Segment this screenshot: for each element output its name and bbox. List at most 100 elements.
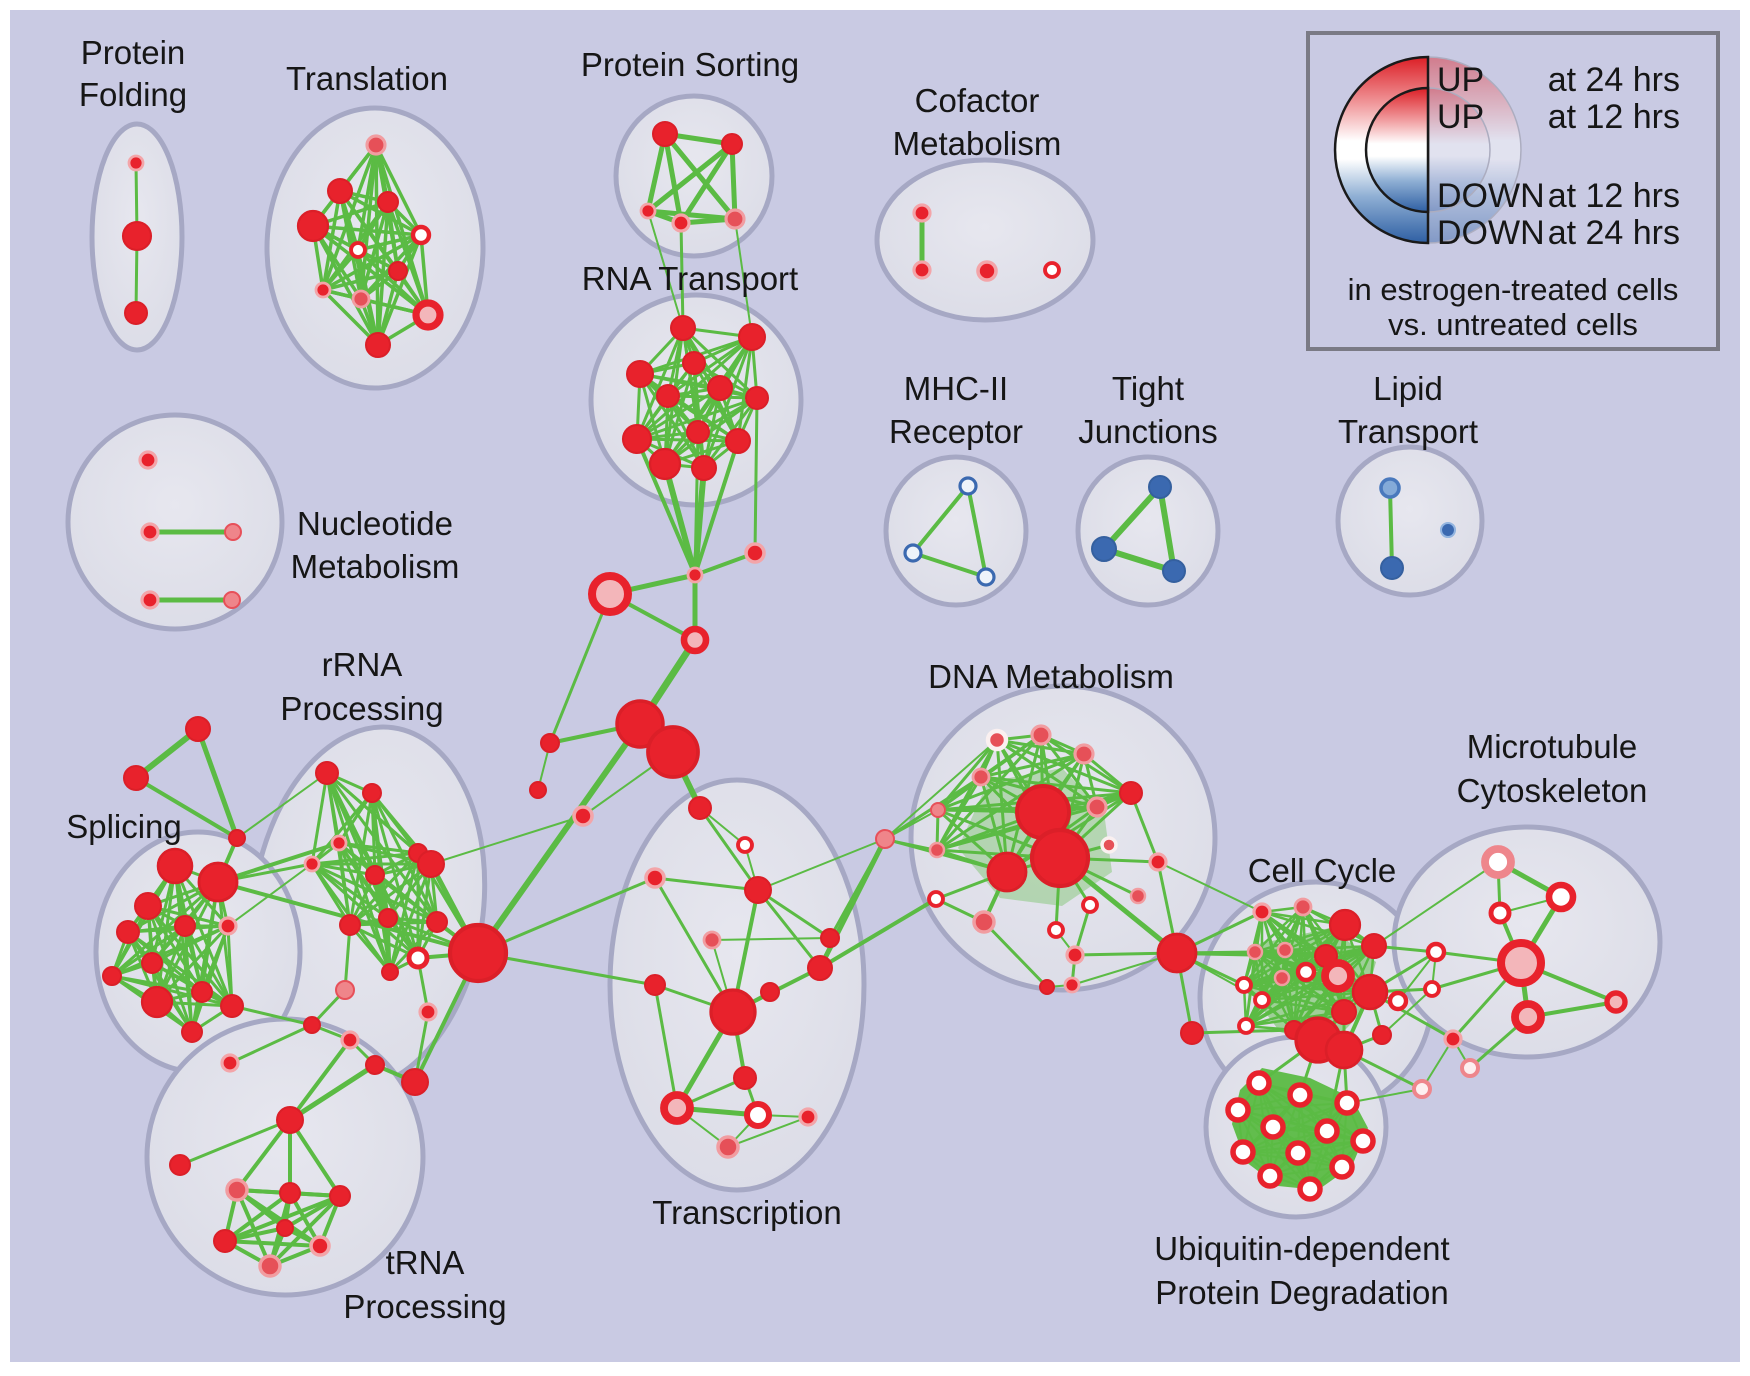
gene-node-tr14[interactable]	[716, 1135, 740, 1159]
gene-node-dn11[interactable]	[986, 851, 1028, 893]
gene-node-tr11[interactable]	[660, 1091, 694, 1125]
gene-node-ub9[interactable]	[1285, 1140, 1311, 1166]
gene-node-px1[interactable]	[1412, 1079, 1432, 1099]
gene-node-ub8[interactable]	[1230, 1139, 1256, 1165]
gene-node-tn7[interactable]	[276, 1219, 294, 1237]
gene-node-tn2[interactable]	[279, 1182, 301, 1204]
gene-node-rr11[interactable]	[406, 946, 430, 970]
gene-node-ttop[interactable]	[185, 716, 211, 742]
gene-node-tj3[interactable]	[1162, 559, 1186, 583]
gene-node-mt2[interactable]	[1545, 881, 1577, 913]
gene-node-tl7[interactable]	[388, 261, 408, 281]
gene-node-lt2[interactable]	[1380, 556, 1404, 580]
gene-node-ub5[interactable]	[1260, 1114, 1286, 1140]
gene-node-mt1[interactable]	[1481, 845, 1515, 879]
gene-node-nm4[interactable]	[140, 590, 160, 610]
gene-node-m3[interactable]	[529, 781, 547, 799]
gene-node-pf2[interactable]	[121, 220, 153, 252]
gene-node-hub1[interactable]	[615, 699, 665, 749]
gene-node-sp3[interactable]	[134, 892, 162, 920]
gene-node-ps3[interactable]	[639, 202, 657, 220]
gene-node-dn7[interactable]	[1119, 781, 1143, 805]
gene-node-mh3[interactable]	[976, 567, 996, 587]
gene-node-sp1[interactable]	[156, 847, 194, 885]
gene-node-ps1[interactable]	[652, 121, 678, 147]
gene-node-dn14[interactable]	[1129, 887, 1147, 905]
gene-node-rr16[interactable]	[340, 1030, 360, 1050]
gene-node-ub7[interactable]	[1350, 1128, 1376, 1154]
gene-node-rr15[interactable]	[303, 1016, 321, 1034]
gene-node-ccL[interactable]	[1156, 932, 1198, 974]
gene-node-tl8[interactable]	[314, 281, 332, 299]
gene-node-tl9[interactable]	[351, 289, 371, 309]
gene-node-dn6[interactable]	[1086, 796, 1108, 818]
gene-node-dn19[interactable]	[1065, 945, 1085, 965]
gene-node-ub12[interactable]	[1297, 1176, 1323, 1202]
gene-node-rr8[interactable]	[339, 914, 361, 936]
gene-node-m2[interactable]	[572, 805, 594, 827]
gene-node-ps5[interactable]	[724, 208, 746, 230]
gene-node-tl10[interactable]	[412, 299, 444, 331]
gene-node-j1[interactable]	[686, 566, 704, 584]
gene-node-cch2[interactable]	[1324, 1030, 1364, 1070]
gene-node-tr12[interactable]	[743, 1100, 773, 1130]
gene-node-rt11[interactable]	[648, 447, 682, 481]
gene-node-dn15[interactable]	[927, 890, 945, 908]
gene-node-mt8[interactable]	[1604, 990, 1628, 1014]
gene-node-cf3[interactable]	[976, 260, 998, 282]
gene-node-tr8[interactable]	[760, 982, 780, 1002]
gene-node-ub4[interactable]	[1225, 1097, 1251, 1123]
gene-node-pf3[interactable]	[124, 301, 148, 325]
gene-node-ub3[interactable]	[1334, 1090, 1360, 1116]
gene-node-dn17[interactable]	[1081, 896, 1099, 914]
gene-node-mt3[interactable]	[1488, 901, 1512, 925]
gene-node-mh2[interactable]	[903, 543, 923, 563]
gene-node-tr7[interactable]	[644, 974, 666, 996]
gene-node-cc7[interactable]	[1246, 943, 1264, 961]
gene-node-nm1[interactable]	[138, 450, 158, 470]
gene-node-dn3[interactable]	[1073, 743, 1095, 765]
gene-node-cc11[interactable]	[1321, 959, 1355, 993]
gene-node-ccs[interactable]	[1180, 1021, 1204, 1045]
gene-node-tl3[interactable]	[377, 191, 399, 213]
gene-node-tn1[interactable]	[225, 1178, 249, 1202]
gene-node-dn21[interactable]	[1039, 979, 1055, 995]
gene-node-tj2[interactable]	[1091, 536, 1117, 562]
gene-node-rr10[interactable]	[426, 911, 448, 933]
gene-node-rr18[interactable]	[401, 1068, 429, 1096]
gene-node-mt7[interactable]	[1511, 1000, 1545, 1034]
gene-node-tl1[interactable]	[365, 134, 387, 156]
gene-node-sp5[interactable]	[174, 915, 196, 937]
gene-node-rt3[interactable]	[626, 360, 654, 388]
gene-node-dn1[interactable]	[985, 728, 1009, 752]
gene-node-tn4[interactable]	[213, 1229, 237, 1253]
gene-node-cc10[interactable]	[1273, 969, 1291, 987]
gene-node-rr13[interactable]	[335, 980, 355, 1000]
gene-node-ub11[interactable]	[1257, 1163, 1283, 1189]
gene-node-trb[interactable]	[709, 988, 757, 1036]
gene-node-cc17[interactable]	[1372, 1025, 1392, 1045]
gene-node-sp6[interactable]	[218, 916, 238, 936]
gene-node-dn10[interactable]	[1029, 827, 1091, 889]
gene-node-rr7[interactable]	[417, 850, 445, 878]
gene-node-tr6[interactable]	[702, 930, 722, 950]
gene-node-cc12[interactable]	[1351, 973, 1389, 1011]
gene-node-tn5[interactable]	[309, 1235, 331, 1257]
gene-node-dn8[interactable]	[928, 841, 946, 859]
gene-node-cc6[interactable]	[1276, 941, 1294, 959]
gene-node-cc3[interactable]	[1328, 908, 1362, 942]
gene-node-tr1[interactable]	[688, 796, 712, 820]
gene-node-m1[interactable]	[540, 733, 560, 753]
gene-node-dnL[interactable]	[875, 829, 895, 849]
gene-node-nm5[interactable]	[223, 591, 241, 609]
gene-node-rr4[interactable]	[303, 855, 321, 873]
gene-node-rr17[interactable]	[365, 1055, 385, 1075]
gene-node-cc13[interactable]	[1331, 999, 1357, 1025]
gene-node-dn12[interactable]	[1100, 836, 1118, 854]
gene-node-tl4[interactable]	[296, 209, 330, 243]
gene-node-tr3[interactable]	[644, 867, 666, 889]
gene-node-j3[interactable]	[588, 572, 632, 616]
gene-node-rt8[interactable]	[621, 423, 653, 455]
gene-node-dn2[interactable]	[1030, 724, 1052, 746]
gene-node-tr13[interactable]	[798, 1107, 818, 1127]
